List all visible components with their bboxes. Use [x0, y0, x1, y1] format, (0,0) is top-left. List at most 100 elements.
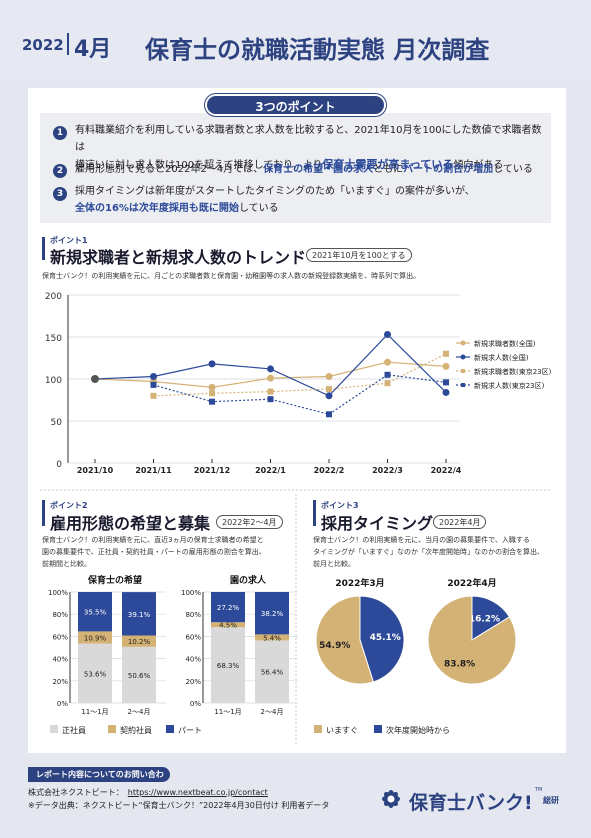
bar-value-label: 38.2% [261, 610, 284, 618]
series-line [94, 333, 447, 397]
column-divider [295, 494, 297, 744]
data-point [325, 392, 333, 400]
footer-company: 株式会社ネクストビート： [28, 788, 124, 797]
point-1-line2c: 傾向がある [453, 160, 504, 171]
data-point [384, 358, 391, 366]
bar-segment [255, 634, 289, 641]
point-2-highlight-2: パートの割合が増加 [403, 164, 494, 175]
x-tick-label: 2022/4 [431, 466, 462, 475]
bar-y-tick-label: 60% [185, 633, 201, 641]
data-point [267, 374, 274, 382]
bar-segment [78, 592, 112, 632]
contact-link[interactable]: https://www.nextbeat.co.jp/contact [127, 788, 268, 797]
bar-segment [255, 592, 289, 635]
section-3-title: 採用タイミング [321, 514, 434, 533]
section-3-desc-2: タイミングが「いますぐ」なのか「次年度開始時」なのかの割合を算出、 [313, 548, 544, 556]
legend-marker [461, 383, 465, 387]
bar-y-tick-label: 40% [185, 656, 201, 664]
section-1-title: 新規求職者と新規求人数のトレンド [50, 248, 307, 267]
data-point [208, 360, 216, 368]
point-2-highlight-1: 保育士の希望・園の求人 [263, 164, 374, 175]
point-1-highlight: 保育士需要が高まっている [322, 158, 454, 171]
pie-value-label: 54.9% [319, 641, 350, 651]
logo-sub: 総研 [543, 796, 559, 805]
bar-y-tick-label: 40% [52, 656, 68, 664]
section-2-badge: 2022年2～4月 [216, 515, 283, 529]
legend-label: 新規求人数(全国) [474, 353, 529, 362]
trend-line-chart: 0 50 100 150 200 2021/10 2021/11 2021/12 2022/1 2… [45, 292, 552, 475]
data-point [267, 396, 274, 403]
point-2-a: 雇用形態別で見ると2022年2～4月では、 [75, 164, 264, 175]
header-divider [67, 33, 69, 55]
data-point [443, 379, 449, 386]
bar-y-tick-label: 20% [52, 678, 68, 686]
pie-slice [427, 595, 517, 685]
bar-value-label: 4.5% [219, 622, 237, 630]
section-3-desc: 保育士バンク！の利用実績を元に、当月の園の募集要件で、入職する タイミングが「い… [313, 534, 553, 570]
x-tick-label: 2022/3 [372, 466, 403, 475]
point-2-e: している [493, 164, 533, 175]
legend-label: 契約社員 [120, 725, 152, 735]
line-chart-legend: 新規求職者数(全国) 新規求人数(全国) 新規求職者数(東京23区) 新規求人数(東京… [456, 339, 552, 390]
data-point [325, 372, 333, 380]
pie-value-label: 45.1% [370, 633, 401, 643]
data-point [384, 371, 391, 378]
data-point [267, 365, 274, 373]
legend-label: 新規求職者数(東京23区) [474, 367, 552, 376]
bar-category-label: 2～4月 [128, 708, 151, 716]
pie-slice [471, 595, 511, 641]
bar-segment [122, 646, 156, 703]
point-number-2: 2 [53, 164, 67, 178]
y-tick-label: 100 [45, 376, 62, 386]
pie-title: 2022年3月 [335, 577, 384, 589]
logo-tm: TM [535, 787, 543, 793]
x-tick-label: 2021/10 [77, 466, 114, 475]
section-3-tag: ポイント3 [321, 501, 359, 510]
pie-value-label: 83.8% [444, 659, 475, 669]
footer-company-line: 株式会社ネクストビート： https://www.nextbeat.co.jp/c… [28, 787, 268, 798]
footer-source: ※データ出典：ネクストビート“保育士バンク！”2022年4月30日付け 利用者デ… [28, 801, 330, 810]
x-tick-label: 2022/1 [255, 466, 286, 475]
bar-value-label: 53.6% [84, 670, 107, 678]
section-3-desc-1: 保育士バンク！の利用実績を元に、当月の園の募集要件で、入職する [313, 536, 530, 544]
data-point [150, 381, 157, 388]
bar-segment [211, 592, 245, 623]
bar-value-label: 10.9% [84, 634, 107, 642]
bar-segment [78, 631, 112, 644]
y-tick-label: 150 [45, 334, 62, 344]
section-2-desc-2: 園の募集要件で、正社員・契約社員・パートの雇用形態の割合を算出、 [42, 548, 266, 556]
data-point [442, 388, 450, 396]
data-point [150, 392, 157, 399]
legend-label: 新規求職者数(全国) [474, 339, 536, 348]
employment-type-bar-charts: 保育士の希望 0% 20% 40% 60% 80% 100% 53.6% 10.9% 35.5% 1… [48, 574, 298, 735]
section-1-badge: 2021年10月を100とする [306, 248, 412, 262]
legend-swatch [108, 725, 116, 733]
legend-label: 正社員 [62, 725, 86, 735]
point-number-3: 3 [53, 187, 67, 201]
header: 2022 4月 保育士の就職活動実態 月次調査 [0, 0, 591, 80]
bar-value-label: 35.5% [84, 609, 107, 617]
line-chart-grid: 0 50 100 150 200 2021/10 2021/11 2021/12 2022/1 2… [45, 292, 462, 475]
base-point [91, 375, 99, 383]
bar-value-label: 68.3% [217, 662, 240, 670]
point-2-c: ともに [373, 164, 404, 175]
point-2-text: 雇用形態別で見ると2022年2～4月では、保育士の希望・園の求人ともにパートの割… [75, 161, 545, 178]
y-tick-label: 200 [45, 292, 62, 302]
bar-segment [78, 643, 112, 703]
section-3-bar [313, 500, 316, 526]
legend-marker [460, 340, 466, 346]
bar-category-label: 2～4月 [261, 708, 284, 716]
section-divider [40, 489, 552, 491]
section-2-title: 雇用形態の希望と募集 [50, 514, 211, 533]
data-point [208, 383, 216, 391]
bar-category-label: 11～1月 [214, 708, 241, 716]
pie-slice [359, 595, 405, 683]
section-1-bar [42, 237, 45, 260]
section-1-tag: ポイント1 [50, 236, 88, 245]
pie-title: 2022年4月 [447, 577, 496, 589]
bar-chart-title: 保育士の希望 [87, 574, 142, 586]
series-line [153, 353, 447, 397]
series-line [153, 374, 447, 415]
data-point [209, 390, 215, 397]
contact-pill: レポート内容についてのお問い合わせ [28, 767, 170, 794]
